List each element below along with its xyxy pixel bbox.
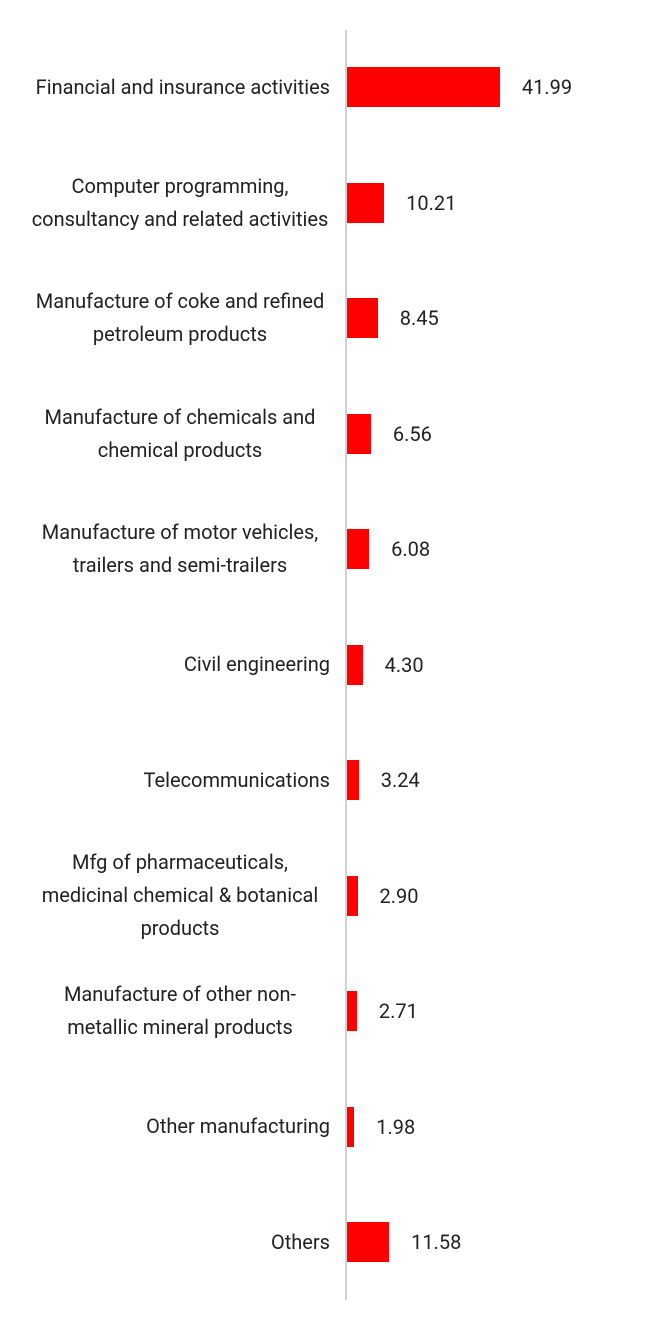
category-label-box: Manufacture of motor vehicles, trailers … — [10, 494, 330, 604]
category-label: Manufacture of motor vehicles, trailers … — [41, 520, 319, 577]
bar — [347, 1222, 390, 1262]
value-label: 4.30 — [384, 652, 424, 677]
category-label-box: Mfg of pharmaceuticals, medicinal chemic… — [10, 841, 330, 951]
value-label: 41.99 — [521, 75, 573, 99]
category-label: Other manufacturing — [146, 1114, 330, 1138]
category-label-box: Others — [10, 1187, 330, 1297]
category-label-box: Other manufacturing — [10, 1072, 330, 1182]
category-label-box: Manufacture of coke and refined petroleu… — [10, 263, 330, 373]
category-label: Financial and insurance activities — [35, 74, 330, 99]
category-label-box: Telecommunications — [10, 725, 330, 835]
category-label: Telecommunications — [143, 767, 330, 792]
bar — [347, 67, 500, 107]
category-label-box: Civil engineering — [10, 610, 330, 720]
bar — [347, 1106, 355, 1147]
value-label: 6.08 — [391, 537, 431, 561]
value-label: 2.90 — [379, 883, 419, 908]
category-label-box: Computer programming, consultancy and re… — [10, 148, 330, 258]
bar — [347, 760, 359, 800]
category-label: Mfg of pharmaceuticals, medicinal chemic… — [41, 850, 319, 940]
bar — [347, 182, 385, 223]
value-label: 10.21 — [406, 190, 457, 215]
bar — [347, 875, 358, 916]
value-label: 11.58 — [411, 1230, 462, 1254]
bar — [347, 644, 363, 685]
category-label: Others — [270, 1229, 330, 1254]
bar — [347, 413, 371, 454]
category-label: Manufacture of coke and refined petroleu… — [35, 289, 325, 346]
value-label: 2.71 — [378, 999, 418, 1023]
axis-line — [345, 30, 347, 1300]
category-label: Civil engineering — [183, 652, 330, 676]
category-label-box: Manufacture of chemicals and chemical pr… — [10, 379, 330, 489]
category-label: Manufacture of other non-metallic minera… — [63, 982, 297, 1039]
category-label-box: Financial and insurance activities — [10, 32, 330, 142]
value-label: 3.24 — [380, 768, 420, 792]
value-label: 8.45 — [399, 306, 439, 330]
category-label-box: Manufacture of other non-metallic minera… — [10, 956, 330, 1066]
bar — [347, 991, 357, 1031]
bar — [347, 298, 378, 338]
category-label: Manufacture of chemicals and chemical pr… — [44, 404, 316, 462]
value-label: 6.56 — [392, 421, 432, 446]
category-label: Computer programming, consultancy and re… — [31, 173, 329, 231]
value-label: 1.98 — [376, 1114, 416, 1139]
bar — [347, 529, 370, 569]
